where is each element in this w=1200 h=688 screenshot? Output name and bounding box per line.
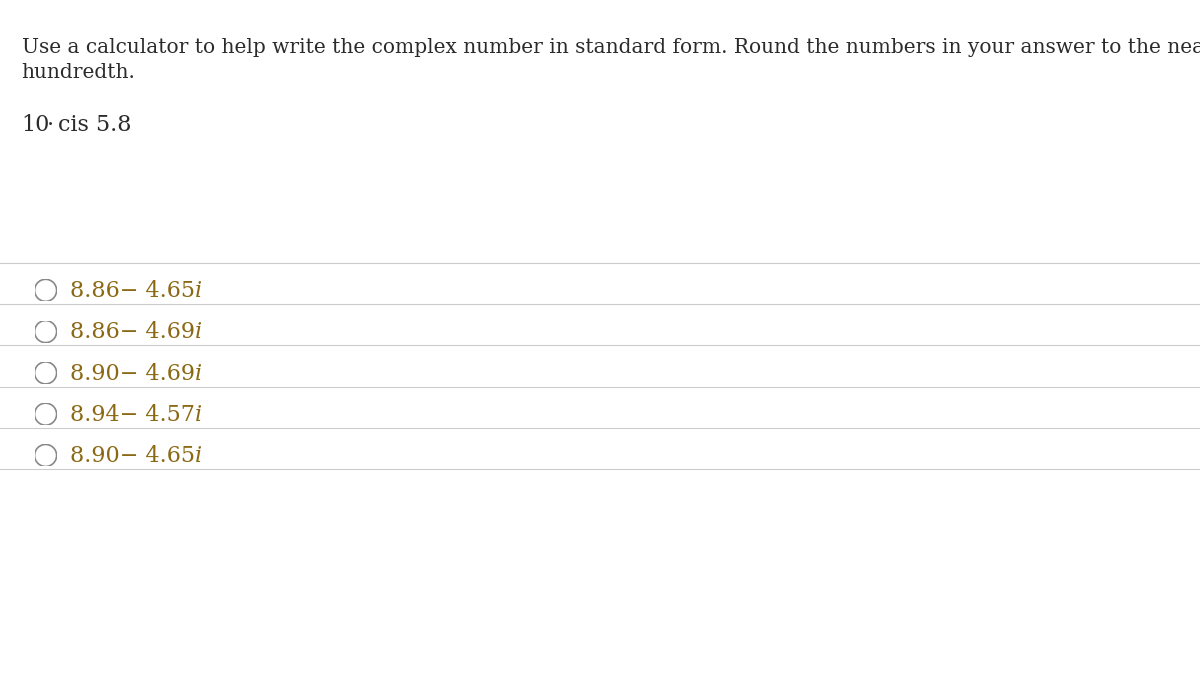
Text: hundredth.: hundredth. [22,63,136,83]
Text: 8.90− 4.65: 8.90− 4.65 [70,445,194,467]
Text: 8.86− 4.69: 8.86− 4.69 [70,321,194,343]
Text: i: i [194,363,202,385]
Text: i: i [194,280,202,302]
Text: Use a calculator to help write the complex number in standard form. Round the nu: Use a calculator to help write the compl… [22,38,1200,57]
Text: ·: · [47,114,54,136]
Text: 10: 10 [22,114,50,136]
Text: 8.94− 4.57: 8.94− 4.57 [70,404,194,426]
Text: i: i [194,445,202,467]
Text: 8.90− 4.69: 8.90− 4.69 [70,363,194,385]
Text: 8.86− 4.65: 8.86− 4.65 [70,280,194,302]
Text: i: i [194,404,202,426]
Text: cis 5.8: cis 5.8 [58,114,131,136]
Text: i: i [194,321,202,343]
